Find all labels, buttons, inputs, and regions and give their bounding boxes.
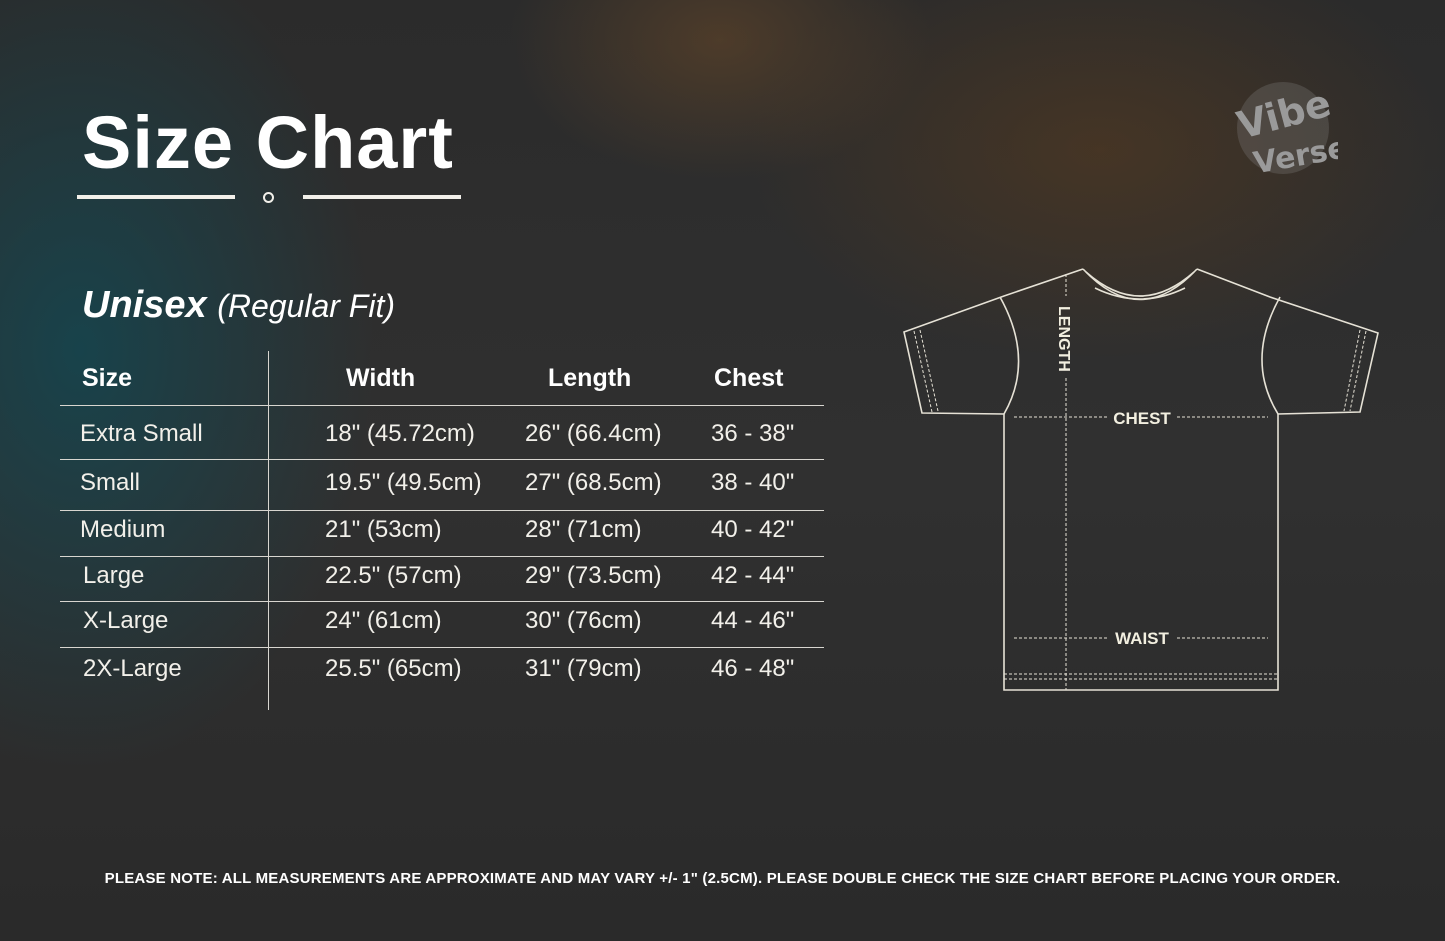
title-underline-left bbox=[77, 195, 235, 199]
tshirt-collar-outer bbox=[1082, 268, 1198, 301]
header-divider bbox=[60, 405, 824, 406]
length-label: LENGTH bbox=[1055, 306, 1072, 372]
chest-label: CHEST bbox=[1113, 409, 1171, 428]
title-underline-right bbox=[303, 195, 461, 199]
tshirt-outline bbox=[903, 268, 1379, 691]
cell-width: 25.5" (65cm) bbox=[325, 655, 462, 682]
cell-chest: 42 - 44" bbox=[711, 562, 795, 589]
row-divider bbox=[60, 556, 824, 557]
row-divider bbox=[60, 647, 824, 648]
cell-chest: 40 - 42" bbox=[711, 516, 795, 543]
tshirt-collar-inner bbox=[1085, 271, 1195, 300]
header-width: Width bbox=[346, 364, 416, 392]
cell-length: 26" (66.4cm) bbox=[525, 420, 662, 447]
cell-length: 28" (71cm) bbox=[525, 516, 642, 543]
cell-width: 19.5" (49.5cm) bbox=[325, 469, 482, 496]
category-label: Unisex bbox=[82, 284, 207, 326]
header-length: Length bbox=[548, 364, 632, 392]
cell-width: 24" (61cm) bbox=[325, 607, 442, 634]
cell-width: 18" (45.72cm) bbox=[325, 420, 475, 447]
row-divider bbox=[60, 601, 824, 602]
cell-length: 27" (68.5cm) bbox=[525, 469, 662, 496]
title-underline-dot bbox=[263, 192, 274, 203]
cell-length: 31" (79cm) bbox=[525, 655, 642, 682]
right-sleeve-seam bbox=[1261, 296, 1281, 415]
disclaimer-note: PLEASE NOTE: ALL MEASUREMENTS ARE APPROX… bbox=[104, 870, 1341, 887]
vibe-verse-logo: Vibe Verse bbox=[1232, 81, 1338, 178]
column-divider bbox=[268, 351, 269, 710]
cell-width: 21" (53cm) bbox=[325, 516, 442, 543]
cell-chest: 46 - 48" bbox=[711, 655, 795, 682]
cell-size: Medium bbox=[80, 516, 166, 543]
cell-size: Large bbox=[83, 562, 145, 589]
header-chest: Chest bbox=[714, 364, 784, 392]
cell-size: Extra Small bbox=[80, 420, 203, 447]
cell-length: 30" (76cm) bbox=[525, 607, 642, 634]
left-sleeve-seam bbox=[999, 296, 1020, 415]
cell-chest: 36 - 38" bbox=[711, 420, 795, 447]
subtitle: Unisex (Regular Fit) bbox=[82, 284, 395, 327]
cell-length: 29" (73.5cm) bbox=[525, 562, 662, 589]
waist-label: WAIST bbox=[1115, 629, 1169, 648]
cell-chest: 44 - 46" bbox=[711, 607, 795, 634]
cell-size: 2X-Large bbox=[83, 655, 182, 682]
cell-size: Small bbox=[80, 469, 141, 496]
cell-size: X-Large bbox=[83, 607, 169, 634]
row-divider bbox=[60, 459, 824, 460]
cell-chest: 38 - 40" bbox=[711, 469, 795, 496]
row-divider bbox=[60, 510, 824, 511]
page-title: Size Chart bbox=[82, 101, 454, 184]
cell-width: 22.5" (57cm) bbox=[325, 562, 462, 589]
fit-label: (Regular Fit) bbox=[217, 288, 395, 324]
header-size: Size bbox=[82, 364, 133, 392]
